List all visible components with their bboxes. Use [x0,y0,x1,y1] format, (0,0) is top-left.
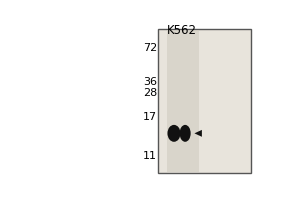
Bar [158,29,251,173]
Polygon shape [194,130,202,137]
Text: 72: 72 [143,43,157,53]
Text: 11: 11 [143,151,157,161]
Text: K562: K562 [167,24,197,37]
Text: 17: 17 [143,112,157,122]
Text: 36: 36 [143,77,157,87]
Ellipse shape [167,125,181,142]
Text: 28: 28 [143,88,157,98]
Ellipse shape [180,125,191,142]
Bar [167,30,199,172]
